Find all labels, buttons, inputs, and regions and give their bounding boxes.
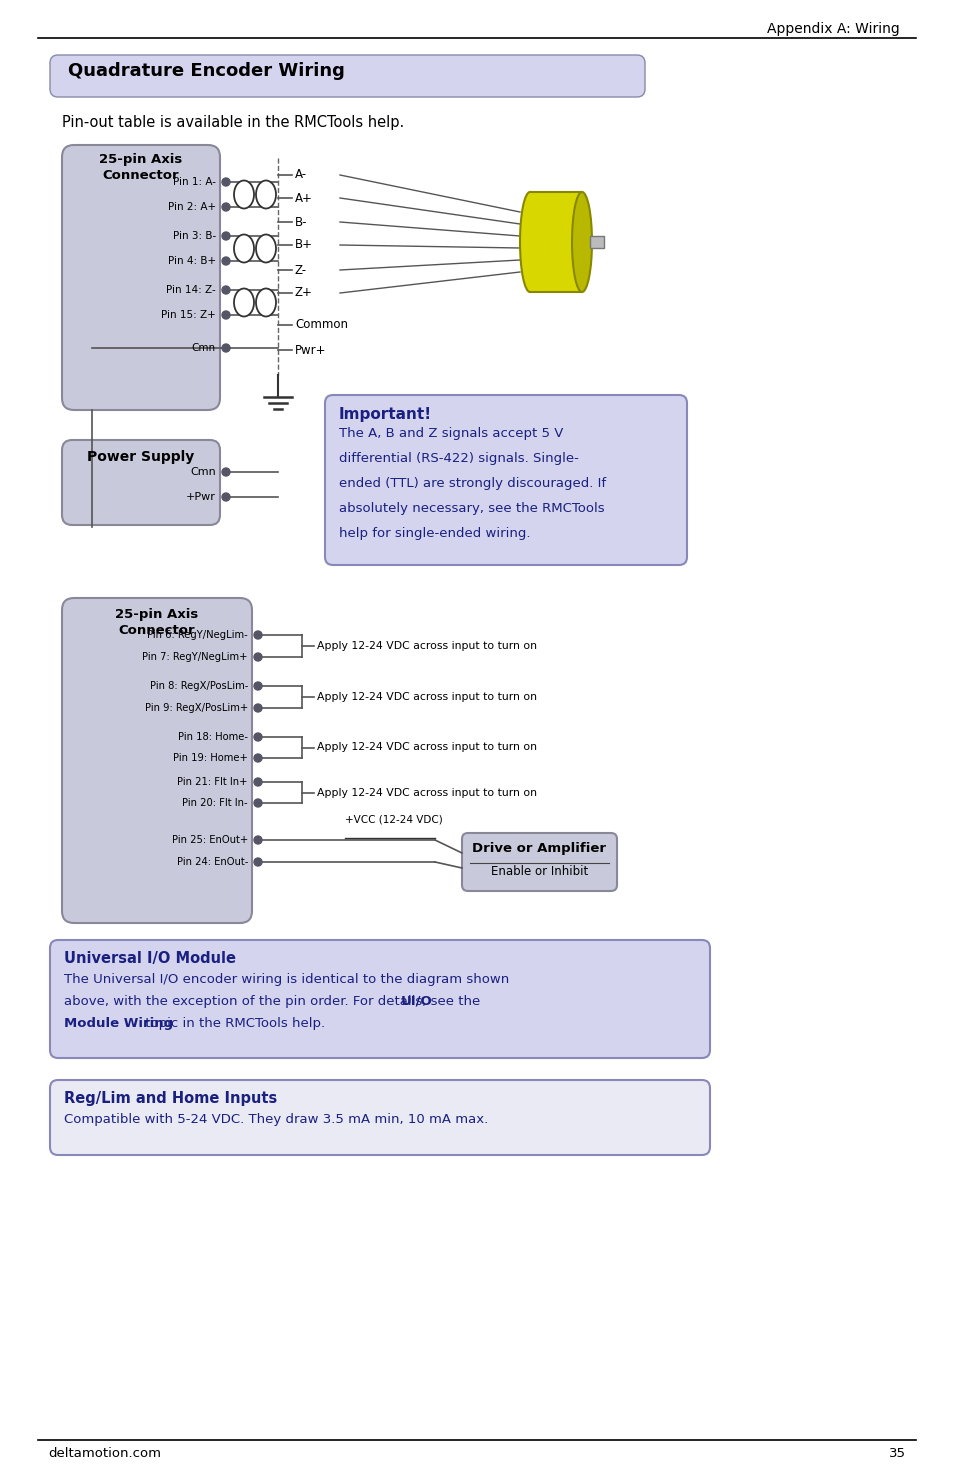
Circle shape [253,733,262,740]
FancyBboxPatch shape [50,940,709,1058]
Text: Apply 12-24 VDC across input to turn on: Apply 12-24 VDC across input to turn on [316,692,537,702]
FancyBboxPatch shape [62,145,220,410]
Text: Z+: Z+ [294,286,313,299]
Text: 35: 35 [888,1447,905,1460]
Ellipse shape [255,180,275,208]
Text: Pin 8: RegX/PosLim-: Pin 8: RegX/PosLim- [150,681,248,690]
Text: Pin 1: A-: Pin 1: A- [172,177,215,187]
Text: Power Supply: Power Supply [88,450,194,465]
Text: Pin 3: B-: Pin 3: B- [172,232,215,240]
FancyBboxPatch shape [62,597,252,923]
Text: +Pwr: +Pwr [186,493,215,502]
Text: Pin 6: RegY/NegLim-: Pin 6: RegY/NegLim- [147,630,248,640]
Text: Z-: Z- [294,264,307,276]
Bar [530,192,581,292]
Text: The Universal I/O encoder wiring is identical to the diagram shown: The Universal I/O encoder wiring is iden… [64,974,509,985]
Ellipse shape [519,192,539,292]
Text: Enable or Inhibit: Enable or Inhibit [491,864,587,878]
Text: Drive or Amplifier: Drive or Amplifier [472,842,606,855]
Bar [589,236,603,248]
Text: A+: A+ [294,192,313,205]
Circle shape [222,493,230,502]
Text: Pwr+: Pwr+ [294,344,326,357]
Circle shape [253,836,262,844]
Text: Pin 25: EnOut+: Pin 25: EnOut+ [172,835,248,845]
Text: Pin 19: Home+: Pin 19: Home+ [172,754,248,763]
Circle shape [222,311,230,319]
Ellipse shape [255,235,275,263]
Text: Cmn: Cmn [190,468,215,476]
Text: help for single-ended wiring.: help for single-ended wiring. [338,527,530,540]
Text: Pin 14: Z-: Pin 14: Z- [166,285,215,295]
Text: Reg/Lim and Home Inputs: Reg/Lim and Home Inputs [64,1092,277,1106]
Ellipse shape [233,235,253,263]
Text: Compatible with 5-24 VDC. They draw 3.5 mA min, 10 mA max.: Compatible with 5-24 VDC. They draw 3.5 … [64,1114,488,1125]
Circle shape [253,653,262,661]
Circle shape [222,232,230,240]
Text: Module Wiring: Module Wiring [64,1016,172,1030]
Text: B+: B+ [294,239,313,252]
Text: Universal I/O Module: Universal I/O Module [64,951,235,966]
FancyBboxPatch shape [50,55,644,97]
Text: Pin 18: Home-: Pin 18: Home- [178,732,248,742]
Circle shape [253,858,262,866]
Text: deltamotion.com: deltamotion.com [48,1447,161,1460]
Text: Cmn: Cmn [192,344,215,353]
Text: Quadrature Encoder Wiring: Quadrature Encoder Wiring [68,62,345,80]
Text: Pin 2: A+: Pin 2: A+ [168,202,215,212]
Ellipse shape [255,289,275,317]
Text: 25-pin Axis: 25-pin Axis [99,153,182,167]
Text: Pin 24: EnOut-: Pin 24: EnOut- [176,857,248,867]
FancyBboxPatch shape [50,1080,709,1155]
Text: B-: B- [294,215,307,229]
Text: topic in the RMCTools help.: topic in the RMCTools help. [140,1016,324,1030]
Text: absolutely necessary, see the RMCTools: absolutely necessary, see the RMCTools [338,502,604,515]
Circle shape [253,777,262,786]
Text: Connector: Connector [103,170,179,181]
Circle shape [222,468,230,476]
Circle shape [253,704,262,712]
FancyBboxPatch shape [62,440,220,525]
Text: Pin-out table is available in the RMCTools help.: Pin-out table is available in the RMCToo… [62,115,404,130]
FancyBboxPatch shape [461,833,617,891]
Text: ended (TTL) are strongly discouraged. If: ended (TTL) are strongly discouraged. If [338,476,605,490]
Circle shape [222,178,230,186]
Text: Pin 4: B+: Pin 4: B+ [168,257,215,266]
Text: differential (RS-422) signals. Single-: differential (RS-422) signals. Single- [338,451,578,465]
Text: Common: Common [294,319,348,332]
Circle shape [222,286,230,294]
Text: Pin 20: Flt In-: Pin 20: Flt In- [182,798,248,808]
Ellipse shape [233,289,253,317]
Circle shape [222,344,230,353]
Text: Apply 12-24 VDC across input to turn on: Apply 12-24 VDC across input to turn on [316,642,537,650]
Text: 25-pin Axis: 25-pin Axis [115,608,198,621]
FancyBboxPatch shape [325,395,686,565]
Text: Pin 15: Z+: Pin 15: Z+ [161,310,215,320]
Text: Connector: Connector [118,624,195,637]
Text: Pin 21: Flt In+: Pin 21: Flt In+ [177,777,248,788]
Text: The A, B and Z signals accept 5 V: The A, B and Z signals accept 5 V [338,426,563,440]
Ellipse shape [233,180,253,208]
Circle shape [253,631,262,639]
Text: Pin 7: RegY/NegLim+: Pin 7: RegY/NegLim+ [142,652,248,662]
Circle shape [253,799,262,807]
Text: Pin 9: RegX/PosLim+: Pin 9: RegX/PosLim+ [145,704,248,712]
Ellipse shape [572,192,592,292]
Text: Important!: Important! [338,407,432,422]
Circle shape [253,754,262,763]
Circle shape [222,204,230,211]
Text: Apply 12-24 VDC across input to turn on: Apply 12-24 VDC across input to turn on [316,742,537,752]
Text: Apply 12-24 VDC across input to turn on: Apply 12-24 VDC across input to turn on [316,788,537,798]
Circle shape [222,257,230,266]
Circle shape [253,681,262,690]
Text: Appendix A: Wiring: Appendix A: Wiring [766,22,899,35]
Text: above, with the exception of the pin order. For details, see the: above, with the exception of the pin ord… [64,996,484,1007]
Text: A-: A- [294,168,307,181]
Text: UI/O: UI/O [400,996,432,1007]
Text: +VCC (12-24 VDC): +VCC (12-24 VDC) [345,816,442,825]
